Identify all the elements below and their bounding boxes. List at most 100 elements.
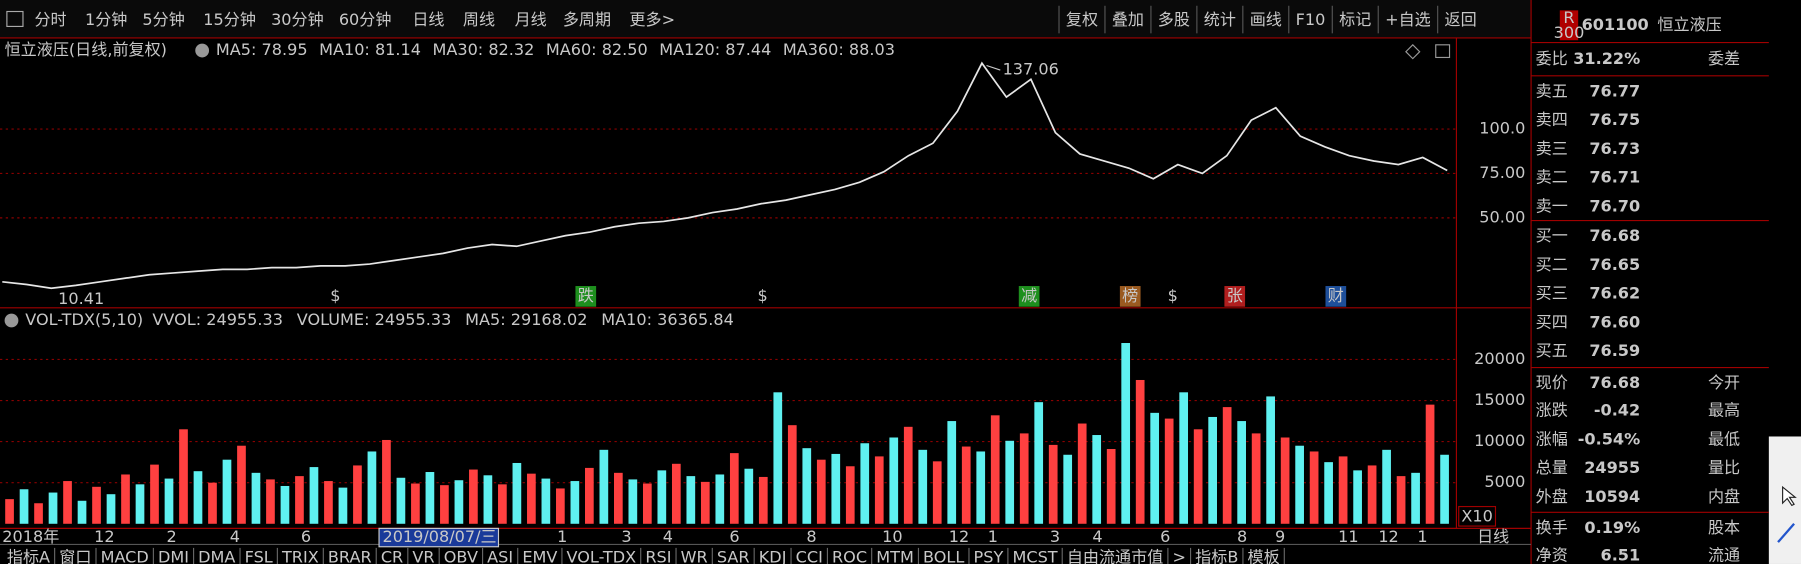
row-label-right: 内盘 [1708, 487, 1740, 506]
toolbar-button[interactable]: 多股 [1158, 10, 1190, 29]
window-icon[interactable] [1435, 44, 1451, 59]
event-marker: $ [330, 286, 340, 305]
period-tab[interactable]: 分时 [34, 10, 66, 29]
x-tick-label: 3 [1050, 527, 1060, 546]
indicator-tab[interactable]: FSL [245, 548, 273, 564]
toolbar-button[interactable]: 复权 [1066, 10, 1098, 29]
collapse-icon[interactable] [4, 313, 19, 328]
row-label-right: 股本 [1708, 518, 1740, 537]
volume-bar [758, 476, 768, 524]
indicator-tab[interactable]: SAR [717, 548, 750, 564]
indicator-tab[interactable]: VR [412, 548, 434, 564]
volume-bar [483, 475, 493, 524]
toolbar-button[interactable]: F10 [1296, 10, 1326, 29]
volume-bar [1353, 470, 1362, 524]
volume-bar [1222, 407, 1232, 524]
x-tick-label: 12 [1378, 527, 1398, 546]
indicator-tab[interactable]: PSY [974, 548, 1004, 564]
volume-bar [599, 449, 609, 524]
period-tab[interactable]: 60分钟 [339, 10, 392, 29]
indicator-tab[interactable]: ASI [487, 548, 513, 564]
period-tab[interactable]: 5分钟 [142, 10, 184, 29]
indicator-tab[interactable]: VOL-TDX [567, 548, 637, 564]
event-marker-box [575, 286, 597, 307]
toolbar-button[interactable]: 标记 [1339, 10, 1371, 29]
indicator-tab[interactable]: WR [681, 548, 708, 564]
period-tab[interactable]: 更多> [629, 10, 675, 29]
stock-name: 恒立液压 [1657, 15, 1721, 34]
indicator-tab[interactable]: 指标A [7, 548, 50, 564]
indicator-tab[interactable]: RSI [645, 548, 671, 564]
volume-bar [889, 437, 899, 524]
period-tab[interactable]: 日线 [412, 10, 444, 29]
volume-bar [135, 484, 145, 524]
indicator-tab[interactable]: CR [381, 548, 403, 564]
period-label: 日线 [1477, 527, 1509, 546]
volume-bar [164, 478, 174, 524]
y-tick-label: 100.0 [1479, 119, 1525, 138]
indicator-tab[interactable]: TRIX [281, 548, 319, 564]
period-tab[interactable]: 1分钟 [85, 10, 127, 29]
indicator-tab[interactable]: KDJ [759, 548, 787, 564]
volume-bar [990, 415, 1000, 524]
row-value: 76.59 [1589, 341, 1640, 360]
indicator-tab[interactable]: ROC [832, 548, 867, 564]
row-label-right: 委差 [1708, 49, 1740, 68]
line-tool[interactable] [1777, 523, 1795, 543]
volume-bar [903, 426, 913, 524]
toolbar-button[interactable]: 画线 [1250, 10, 1282, 29]
chart-title: 恒立液压(日线,前复权) [5, 40, 167, 59]
indicator-tab[interactable]: BOLL [923, 548, 964, 564]
period-tab[interactable]: 月线 [515, 10, 547, 29]
collapse-icon[interactable] [195, 43, 210, 58]
indicator-tab[interactable]: BRAR [328, 548, 372, 564]
x-tick-label: 8 [1237, 527, 1247, 546]
x-tick-label: 1 [557, 527, 567, 546]
period-tab[interactable]: 多周期 [563, 10, 611, 29]
volume-bar [280, 485, 290, 524]
indicator-tab[interactable]: > [1172, 548, 1185, 564]
indicator-tab[interactable]: 窗口 [59, 548, 91, 564]
indicator-tab[interactable]: DMI [158, 548, 189, 564]
volume-bar [1092, 435, 1102, 524]
volume-bar [1266, 396, 1275, 524]
indicator-tab[interactable]: 自由流通市值 [1067, 548, 1163, 564]
period-tab[interactable]: 周线 [463, 10, 495, 29]
volume-bar [1440, 454, 1449, 524]
indicator-tab[interactable]: CCI [796, 548, 823, 564]
menu-icon[interactable] [6, 10, 24, 28]
indicator-tab[interactable]: MTM [876, 548, 914, 564]
row-label: 卖四 [1536, 110, 1568, 129]
indicator-tab[interactable]: DMA [198, 548, 235, 564]
indicator-tab[interactable]: MACD [101, 548, 149, 564]
cursor-tool[interactable] [1782, 485, 1797, 507]
row-value: -0.54% [1578, 429, 1640, 448]
indicator-label: VOLUME: 24955.33 [297, 310, 452, 329]
row-value: 10594 [1584, 487, 1640, 506]
row-label: 外盘 [1536, 487, 1568, 506]
volume-bar [657, 470, 667, 524]
volume-bar [860, 443, 870, 524]
row-label-right: 今开 [1708, 373, 1740, 392]
period-tab[interactable]: 15分钟 [203, 10, 256, 29]
toolbar-button[interactable]: 返回 [1445, 10, 1477, 29]
volume-bar [1034, 402, 1044, 524]
volume-bar [527, 473, 536, 524]
indicator-tab[interactable]: 模板 [1248, 548, 1280, 564]
x-tick-label: 6 [1160, 527, 1170, 546]
cursor-date-box [378, 527, 500, 548]
period-tab[interactable]: 30分钟 [271, 10, 324, 29]
volume-bar [251, 472, 261, 524]
volume-bar [1411, 472, 1420, 524]
indicator-tab[interactable]: OBV [444, 548, 478, 564]
volume-bar [1367, 465, 1377, 524]
diamond-icon[interactable] [1405, 44, 1421, 60]
row-label: 买二 [1536, 255, 1568, 274]
indicator-tab[interactable]: 指标B [1195, 548, 1238, 564]
indicator-tab[interactable]: EMV [522, 548, 557, 564]
row-label: 卖二 [1536, 168, 1568, 187]
indicator-tab[interactable]: MCST [1012, 548, 1057, 564]
toolbar-button[interactable]: +自选 [1385, 10, 1431, 29]
toolbar-button[interactable]: 统计 [1204, 10, 1236, 29]
toolbar-button[interactable]: 叠加 [1112, 10, 1144, 29]
